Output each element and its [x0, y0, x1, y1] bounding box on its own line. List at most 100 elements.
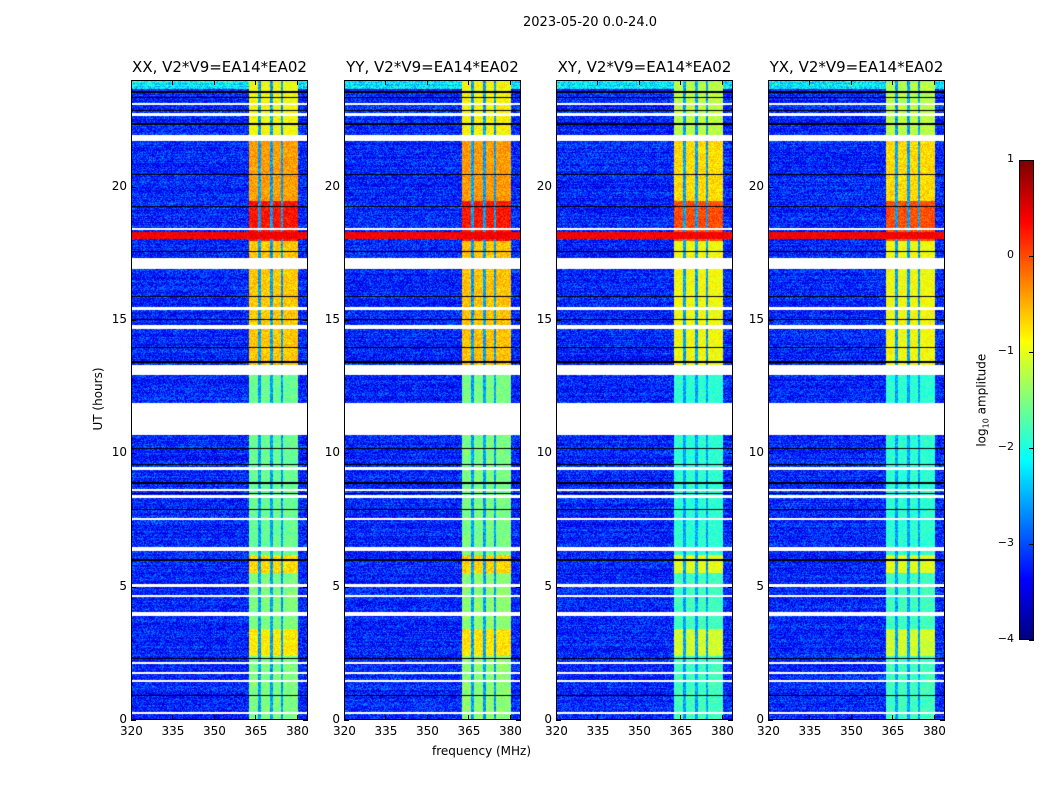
y-tick-mark — [768, 186, 773, 188]
y-tick-mark — [344, 586, 349, 588]
x-tick-label: 320 — [545, 724, 568, 738]
colorbar-tick-label: 0 — [1007, 248, 1014, 261]
y-tick-label: 15 — [111, 312, 127, 326]
y-tick-mark-right — [728, 586, 733, 588]
x-tick-label: 335 — [374, 724, 398, 738]
panel-title: XX, V2*V9=EA14*EA02 — [132, 58, 307, 76]
y-tick-mark — [131, 720, 136, 721]
y-tick-label: 0 — [332, 712, 340, 726]
y-tick-mark-right — [303, 453, 308, 455]
y-tick-mark-right — [940, 186, 945, 188]
y-tick-mark-right — [516, 586, 521, 588]
x-tick-mark-top — [892, 80, 894, 85]
x-tick-mark-top — [385, 80, 387, 85]
x-tick-mark — [768, 715, 769, 720]
panel-title: YX, V2*V9=EA14*EA02 — [769, 58, 944, 76]
x-tick-mark — [296, 715, 298, 720]
y-tick-mark-right — [303, 586, 308, 588]
x-tick-mark-top — [597, 80, 599, 85]
colorbar-tick-label: 1 — [1007, 152, 1014, 165]
colorbar-tick-label: −2 — [997, 440, 1014, 453]
spectrogram-image — [557, 81, 732, 719]
x-tick-mark — [597, 715, 599, 720]
y-tick-mark-right — [940, 586, 945, 588]
x-tick-mark — [892, 715, 894, 720]
x-tick-mark — [556, 715, 557, 720]
y-tick-mark — [768, 320, 773, 321]
y-tick-label: 0 — [119, 712, 127, 726]
x-tick-mark-top — [255, 80, 257, 85]
x-tick-label: 380 — [710, 724, 734, 738]
x-tick-label: 365 — [244, 724, 268, 738]
x-tick-label: 350 — [415, 724, 439, 738]
x-tick-mark — [426, 715, 428, 720]
y-tick-label: 5 — [544, 578, 552, 593]
y-tick-mark-right — [516, 186, 521, 188]
x-tick-mark — [172, 715, 174, 720]
x-tick-mark — [638, 715, 640, 720]
y-tick-mark — [131, 453, 136, 455]
y-tick-mark-right — [728, 720, 733, 721]
y-tick-mark-right — [728, 320, 733, 321]
y-tick-label: 10 — [748, 445, 764, 460]
x-tick-mark — [255, 715, 257, 720]
x-tick-label: 350 — [839, 724, 863, 738]
spectrogram-panel — [131, 80, 308, 720]
x-tick-mark-top — [850, 80, 852, 85]
y-tick-mark-right — [516, 453, 521, 455]
x-tick-label: 335 — [798, 724, 822, 738]
y-tick-mark-right — [940, 453, 945, 455]
panel-title: XY, V2*V9=EA14*EA02 — [557, 58, 732, 76]
x-tick-label: 365 — [881, 724, 905, 738]
x-tick-mark — [213, 715, 215, 720]
x-tick-mark-top — [680, 80, 682, 85]
y-tick-mark — [556, 186, 561, 188]
x-tick-mark — [933, 715, 935, 720]
y-tick-label: 20 — [536, 178, 552, 193]
y-tick-label: 0 — [756, 712, 764, 726]
x-tick-mark-top — [131, 80, 132, 85]
y-tick-label: 20 — [111, 178, 127, 193]
x-axis-label: frequency (MHz) — [432, 744, 532, 758]
x-tick-label: 320 — [120, 724, 143, 738]
panel-title: YY, V2*V9=EA14*EA02 — [346, 58, 519, 76]
y-tick-mark — [768, 586, 773, 588]
x-tick-mark-top — [768, 80, 769, 85]
y-tick-mark — [556, 720, 561, 721]
y-tick-mark — [344, 320, 349, 321]
y-tick-mark-right — [303, 186, 308, 188]
y-tick-label: 20 — [748, 178, 764, 193]
x-tick-mark-top — [213, 80, 215, 85]
x-tick-mark — [850, 715, 852, 720]
x-tick-mark-top — [638, 80, 640, 85]
figure-title: 2023-05-20 0.0-24.0 — [523, 15, 657, 30]
spectrogram-image — [132, 81, 307, 719]
y-tick-label: 10 — [111, 445, 127, 460]
colorbar-tick-mark — [1029, 256, 1034, 257]
y-tick-mark-right — [940, 720, 945, 721]
x-tick-mark — [509, 715, 511, 720]
colorbar-tick-mark — [1029, 448, 1034, 449]
colorbar-gradient — [1020, 161, 1033, 639]
x-tick-mark-top — [172, 80, 174, 85]
y-tick-label: 0 — [544, 712, 552, 726]
x-tick-mark-top — [809, 80, 811, 85]
x-tick-mark-top — [468, 80, 470, 85]
y-tick-mark — [131, 186, 136, 188]
y-tick-mark — [556, 320, 561, 321]
y-tick-mark-right — [940, 320, 945, 321]
colorbar-tick-label: −3 — [997, 536, 1014, 549]
x-tick-mark-top — [344, 80, 345, 85]
x-tick-label: 365 — [457, 724, 481, 738]
spectrogram-panel — [344, 80, 521, 720]
x-tick-label: 350 — [627, 724, 651, 738]
colorbar-tick-mark — [1029, 640, 1034, 641]
y-tick-mark-right — [728, 453, 733, 455]
y-tick-mark — [768, 453, 773, 455]
y-tick-label: 15 — [536, 312, 552, 326]
y-tick-mark-right — [516, 320, 521, 321]
colorbar-label-sub: 10 — [981, 418, 991, 429]
y-axis-label: UT (hours) — [91, 367, 105, 431]
y-tick-mark — [768, 720, 773, 721]
spectrogram-image — [769, 81, 944, 719]
